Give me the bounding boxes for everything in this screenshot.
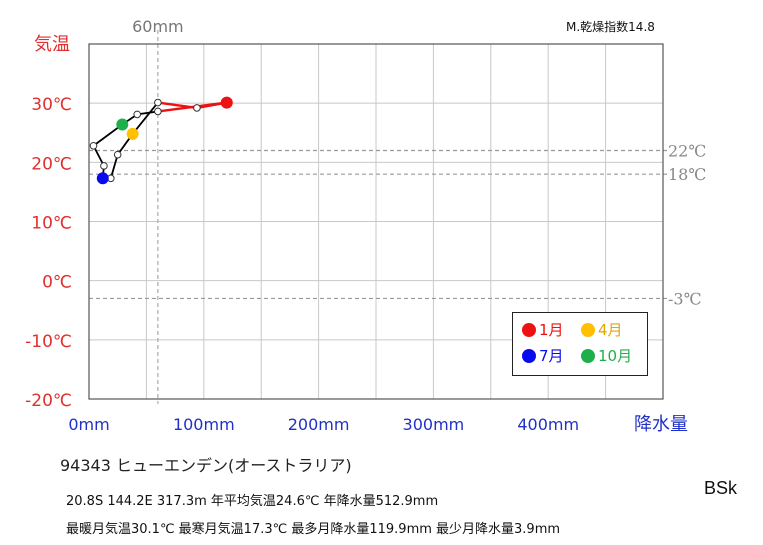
y-tick-label: 0℃ (42, 273, 72, 293)
month-points (89, 96, 233, 185)
y-tick-label: -10℃ (25, 332, 72, 352)
month-point (113, 150, 122, 159)
month-point (89, 141, 98, 150)
y-tick-label: -20℃ (25, 391, 72, 411)
y-tick-label: 20℃ (31, 154, 72, 174)
curve-segment (109, 154, 119, 179)
x-tick-label: 300mm (403, 415, 465, 434)
curve-segment (131, 102, 159, 135)
legend-item-oct: 10月 (581, 345, 632, 366)
ref-label-precip: 60mm (132, 17, 184, 36)
legend-item-apr: 4月 (581, 319, 623, 340)
legend-dot-yellow (581, 322, 595, 337)
station-info-line2: 最暖月気温30.1℃ 最寒月気温17.3℃ 最多月降水量119.9mm 最少月降… (66, 522, 561, 537)
ref-label-temp: 18℃ (668, 165, 706, 184)
month-point (193, 104, 201, 112)
legend-item-jul: 7月 (522, 345, 564, 366)
legend-item-jan: 1月 (522, 319, 564, 340)
x-axis-label: 降水量 (634, 414, 688, 435)
station-info-line1: 20.8S 144.2E 317.3m 年平均気温24.6℃ 年降水量512.9… (66, 494, 439, 509)
legend-dot-blue (522, 348, 536, 363)
month-point-highlight (116, 118, 129, 131)
y-axis-label: 気温 (34, 34, 70, 55)
legend-label: 10月 (598, 347, 633, 365)
legend-label: 4月 (598, 321, 623, 339)
month-point (154, 98, 162, 107)
x-tick-label: 200mm (288, 415, 350, 434)
y-tick-label: 10℃ (31, 214, 72, 234)
y-tick-label: 30℃ (31, 95, 72, 115)
month-point-highlight (220, 96, 233, 109)
legend-label: 7月 (539, 347, 564, 365)
climate-class: BSk (704, 478, 738, 498)
month-point (154, 107, 162, 116)
plot-frame (88, 43, 664, 400)
dryness-index: M.乾燥指数14.8 (566, 20, 655, 34)
curve-segment (157, 101, 227, 113)
month-point-highlight (126, 127, 139, 140)
ref-label-temp: -3℃ (668, 289, 701, 308)
legend-dot-green (581, 348, 595, 363)
legend-label: 1月 (539, 321, 564, 339)
month-point (133, 110, 142, 119)
legend-dot-red (522, 322, 536, 337)
x-tick-label: 100mm (173, 415, 235, 434)
month-point-highlight (96, 172, 109, 185)
axis-ticks: 気温 30℃ 20℃ 10℃ 0℃ -10℃ -20℃ 0mm 100mm 200mm 300mm 4… (25, 34, 688, 435)
x-tick-label: 0mm (68, 415, 109, 434)
reference-lines: 22℃ 18℃ -3℃ 60mm (89, 17, 706, 404)
month-point (100, 162, 108, 170)
ref-label-temp: 22℃ (668, 142, 706, 161)
legend: 1月 4月 7月 10月 (512, 312, 648, 376)
station-name: 94343 ヒューエンデン(オーストラリア) (60, 456, 352, 475)
x-tick-label: 400mm (517, 415, 579, 434)
